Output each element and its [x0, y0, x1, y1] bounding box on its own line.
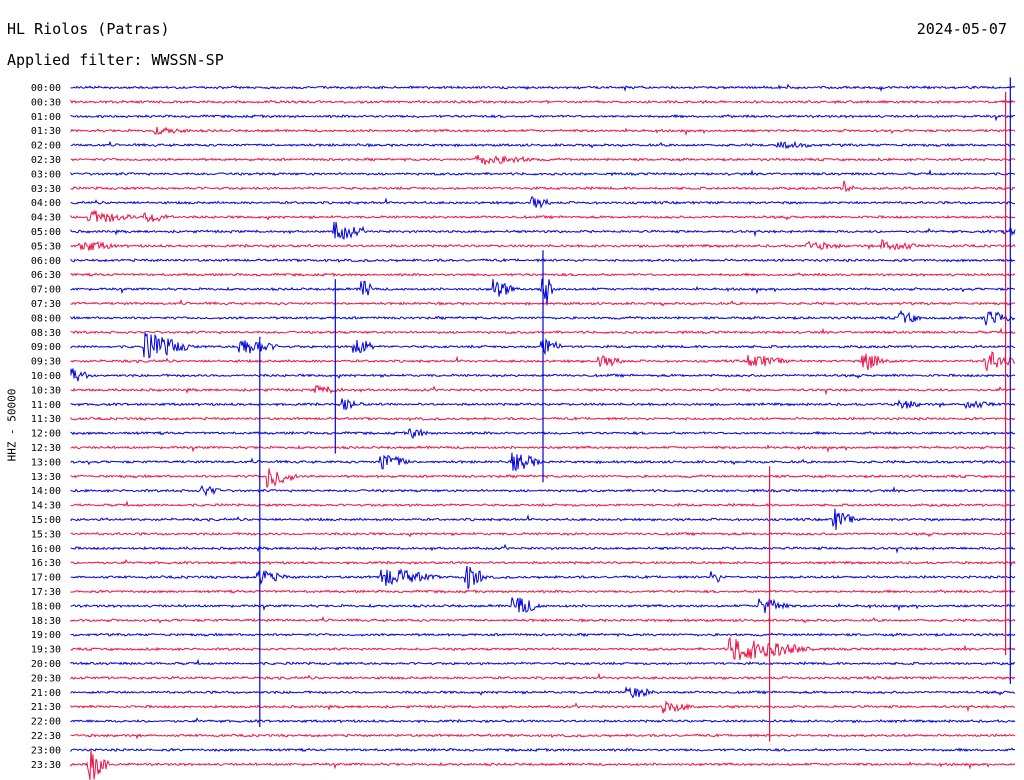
trace-row-1830 — [70, 615, 1016, 624]
trace-row-2100 — [70, 685, 1016, 699]
trace-row-0030 — [70, 99, 1016, 105]
row-label: 23:30 — [31, 760, 61, 771]
row-label: 02:00 — [31, 141, 61, 152]
row-label: 16:30 — [31, 558, 61, 569]
trace-row-0300 — [70, 168, 1015, 177]
row-label: 03:30 — [31, 184, 61, 195]
trace-row-0200 — [70, 140, 1016, 150]
trace-row-2330 — [70, 748, 1016, 780]
trace-row-1730 — [70, 589, 1016, 594]
trace-row-1500 — [70, 508, 1016, 531]
trace-row-1900 — [70, 632, 1016, 638]
row-label: 09:30 — [31, 357, 61, 368]
spike-lines — [259, 77, 1011, 742]
row-label: 13:00 — [31, 457, 61, 468]
row-label: 02:30 — [31, 155, 61, 166]
row-label: 00:00 — [31, 83, 61, 94]
trace-row-0100 — [70, 113, 1016, 122]
trace-row-0500 — [70, 221, 1016, 240]
trace-row-1700 — [70, 565, 1016, 590]
row-label: 05:30 — [31, 241, 61, 252]
row-label: 14:00 — [31, 486, 61, 497]
row-label: 18:30 — [31, 616, 61, 627]
trace-row-2230 — [70, 733, 1016, 740]
row-label: 12:00 — [31, 429, 61, 440]
row-label: 21:00 — [31, 688, 61, 699]
trace-row-2030 — [70, 672, 1016, 681]
row-label: 10:30 — [31, 385, 61, 396]
row-label: 22:00 — [31, 717, 61, 728]
trace-row-0430 — [70, 209, 1016, 223]
station-title: HL Riolos (Patras) — [7, 20, 170, 38]
filter-label: Applied filter: WWSSN-SP — [7, 51, 224, 69]
row-label: 19:30 — [31, 645, 61, 656]
trace-row-0000 — [70, 83, 1016, 92]
trace-row-0230 — [70, 154, 1016, 165]
row-label: 01:00 — [31, 112, 61, 123]
date-label: 2024-05-07 — [916, 20, 1007, 38]
row-label: 17:00 — [31, 573, 61, 584]
trace-row-0130 — [70, 126, 1016, 137]
row-label: 12:30 — [31, 443, 61, 454]
row-label: 17:30 — [31, 587, 61, 598]
row-label: 08:30 — [31, 328, 61, 339]
trace-row-0330 — [70, 180, 1016, 193]
trace-row-1800 — [70, 597, 1016, 614]
trace-row-1630 — [70, 558, 1016, 567]
row-label: 20:30 — [31, 673, 61, 684]
trace-row-2300 — [70, 747, 1015, 753]
row-label: 19:00 — [31, 630, 61, 641]
row-label: 14:30 — [31, 501, 61, 512]
trace-row-0400 — [70, 196, 1015, 210]
row-label: 18:00 — [31, 601, 61, 612]
row-label: 22:30 — [31, 731, 61, 742]
row-labels: 00:00 00:30 01:00 01:30 02:00 02:30 03:00 03:30… — [31, 83, 61, 771]
row-label: 07:00 — [31, 285, 61, 296]
row-label: 05:00 — [31, 227, 61, 238]
trace-row-1400 — [70, 485, 1016, 497]
trace-row-2200 — [70, 717, 1016, 724]
trace-row-1930 — [70, 636, 1016, 660]
row-label: 20:00 — [31, 659, 61, 670]
row-label: 13:30 — [31, 472, 61, 483]
row-label: 15:00 — [31, 515, 61, 526]
row-label: 06:00 — [31, 256, 61, 267]
trace-row-2000 — [70, 658, 1016, 666]
row-label: 23:00 — [31, 745, 61, 756]
row-label: 11:00 — [31, 400, 61, 411]
row-label: 06:30 — [31, 270, 61, 281]
trace-row-1600 — [70, 543, 1016, 554]
row-label: 04:00 — [31, 198, 61, 209]
row-label: 16:00 — [31, 544, 61, 555]
row-label: 21:30 — [31, 702, 61, 713]
row-label: 07:30 — [31, 299, 61, 310]
row-label: 11:30 — [31, 414, 61, 425]
trace-row-2130 — [70, 700, 1016, 714]
row-label: 08:00 — [31, 313, 61, 324]
row-label: 15:30 — [31, 529, 61, 540]
row-label: 00:30 — [31, 97, 61, 108]
row-label: 09:00 — [31, 342, 61, 353]
trace-row-1530 — [70, 531, 1016, 538]
trace-row-1430 — [70, 500, 1016, 508]
trace-row-0530 — [70, 239, 1016, 251]
row-label: 03:00 — [31, 169, 61, 180]
row-label: 10:00 — [31, 371, 61, 382]
row-label: 01:30 — [31, 126, 61, 137]
row-label: 04:30 — [31, 213, 61, 224]
